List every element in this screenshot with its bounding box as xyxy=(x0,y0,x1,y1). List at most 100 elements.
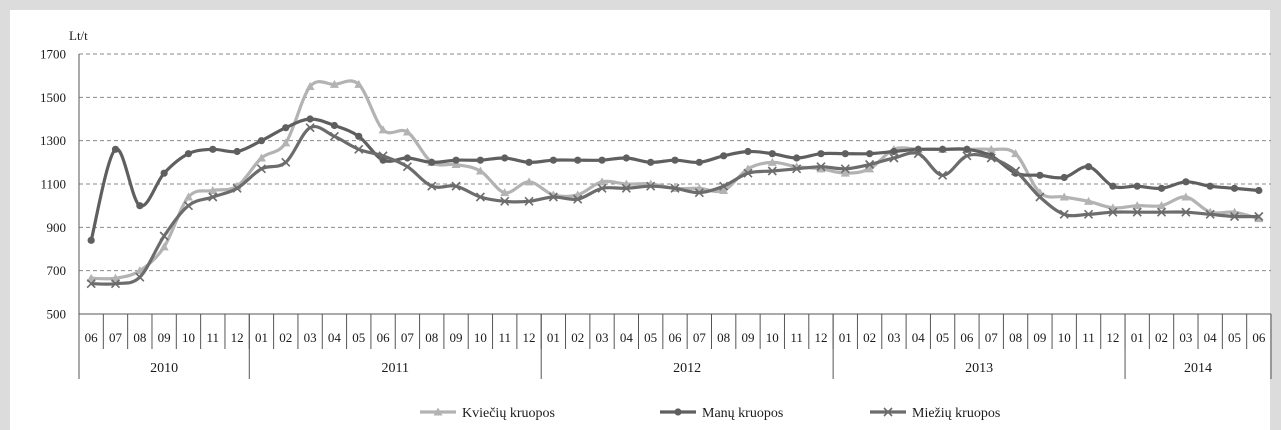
data-point xyxy=(111,145,120,153)
data-point xyxy=(1084,163,1093,171)
data-point xyxy=(500,188,510,197)
data-point xyxy=(767,157,777,166)
data-point xyxy=(1035,192,1045,202)
data-point xyxy=(671,156,679,164)
month-label: 02 xyxy=(571,330,584,345)
data-point xyxy=(938,145,947,153)
month-label: 03 xyxy=(1179,330,1192,345)
data-point xyxy=(866,150,874,158)
data-point xyxy=(768,150,776,158)
legend-item: Miežių kruopos xyxy=(870,406,1000,421)
legend-marker xyxy=(883,407,893,417)
month-label: 08 xyxy=(717,330,730,345)
data-point xyxy=(646,181,656,191)
data-point xyxy=(1011,166,1021,176)
data-point xyxy=(817,150,825,158)
month-label: 07 xyxy=(985,330,999,345)
data-point xyxy=(1206,182,1214,190)
month-label: 03 xyxy=(887,330,900,345)
data-point xyxy=(355,132,363,140)
data-point xyxy=(1205,209,1215,219)
month-label: 02 xyxy=(279,330,292,345)
data-point xyxy=(306,115,314,123)
data-point xyxy=(841,150,849,158)
data-point xyxy=(816,162,826,172)
data-point xyxy=(963,145,971,153)
data-point xyxy=(574,156,582,164)
month-label: 12 xyxy=(1106,330,1119,345)
month-label: 04 xyxy=(912,330,926,345)
data-point xyxy=(840,168,850,177)
month-label: 04 xyxy=(1204,330,1218,345)
data-point xyxy=(719,181,729,191)
data-point xyxy=(451,160,461,168)
month-label: 12 xyxy=(523,330,536,345)
data-point xyxy=(986,153,996,163)
data-point xyxy=(1084,196,1094,205)
data-point xyxy=(402,127,412,136)
year-label: 2010 xyxy=(150,361,178,376)
data-point xyxy=(865,164,875,173)
data-point xyxy=(378,151,388,161)
data-point xyxy=(1132,201,1142,210)
data-point xyxy=(475,166,485,175)
year-label: 2011 xyxy=(382,361,409,376)
data-point xyxy=(354,144,364,154)
month-label: 10 xyxy=(182,330,195,345)
data-point xyxy=(524,177,534,186)
month-label: 06 xyxy=(377,330,391,345)
y-tick-label: 500 xyxy=(47,307,67,322)
month-label: 12 xyxy=(231,330,244,345)
data-point xyxy=(136,202,144,210)
data-point xyxy=(1182,178,1190,186)
data-point xyxy=(1181,207,1191,217)
data-point xyxy=(183,192,193,201)
data-point xyxy=(256,153,266,162)
legend-item: Manų kruopos xyxy=(660,406,783,421)
data-point xyxy=(184,150,193,158)
legend-marker xyxy=(674,408,682,416)
data-point xyxy=(1229,211,1240,222)
data-point xyxy=(500,196,510,206)
month-label: 10 xyxy=(1058,330,1071,345)
data-point xyxy=(1060,173,1068,182)
data-point xyxy=(354,79,364,88)
month-label: 04 xyxy=(620,330,634,345)
data-point xyxy=(1011,149,1021,158)
month-label: 01 xyxy=(255,330,268,345)
data-point xyxy=(793,154,801,162)
y-tick-label: 1300 xyxy=(40,133,66,148)
data-point xyxy=(670,183,680,193)
month-label: 11 xyxy=(498,330,511,345)
data-point xyxy=(720,152,728,160)
data-point xyxy=(451,181,461,191)
series-lines xyxy=(86,79,1264,289)
month-label: 07 xyxy=(401,330,415,345)
series-line xyxy=(89,117,1259,241)
data-point xyxy=(403,154,412,162)
data-point xyxy=(86,279,96,289)
data-point xyxy=(1059,192,1069,201)
month-label: 07 xyxy=(693,330,707,345)
month-label: 07 xyxy=(109,330,123,345)
data-point xyxy=(548,192,558,202)
month-label: 06 xyxy=(85,330,99,345)
data-point xyxy=(573,194,583,204)
data-point xyxy=(378,125,388,134)
legend-marker xyxy=(433,407,443,416)
data-point xyxy=(1157,201,1167,210)
legend: Kviečių kruopos Manų kruopos Miežių kruopo… xyxy=(420,406,1000,421)
data-point xyxy=(524,196,534,206)
legend-label: Manų kruopos xyxy=(702,406,783,421)
data-point xyxy=(159,231,169,241)
data-point xyxy=(159,242,169,251)
data-point xyxy=(476,156,484,164)
month-label: 05 xyxy=(352,330,365,345)
data-point xyxy=(160,169,168,177)
data-point xyxy=(452,156,460,164)
data-point xyxy=(1157,184,1166,192)
series-man-kruopos xyxy=(87,115,1263,244)
month-label: 11 xyxy=(207,330,220,345)
y-tick-label: 1500 xyxy=(40,90,66,105)
month-label: 05 xyxy=(1228,330,1241,345)
